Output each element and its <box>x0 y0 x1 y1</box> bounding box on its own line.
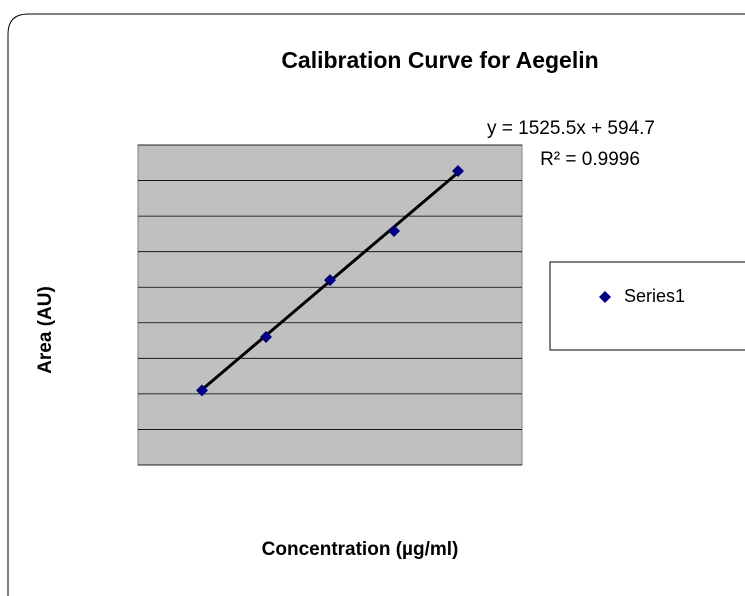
trendline-r-squared: R² = 0.9996 <box>540 149 640 170</box>
legend-box <box>549 261 745 351</box>
chart-border <box>7 13 745 596</box>
plot-area <box>137 144 523 466</box>
data-point <box>452 164 464 177</box>
x-axis-label: Concentration (µg/ml) <box>262 539 459 560</box>
legend-label: Series1 <box>624 286 685 306</box>
data-point <box>196 384 208 397</box>
data-point <box>324 274 336 287</box>
trendline-equation: y = 1525.5x + 594.7 <box>487 118 655 139</box>
data-point <box>388 225 400 238</box>
data-point <box>260 331 272 343</box>
legend-marker <box>599 291 611 303</box>
y-axis-label: Area (AU) <box>35 286 56 374</box>
chart-title: Calibration Curve for Aegelin <box>281 47 598 73</box>
